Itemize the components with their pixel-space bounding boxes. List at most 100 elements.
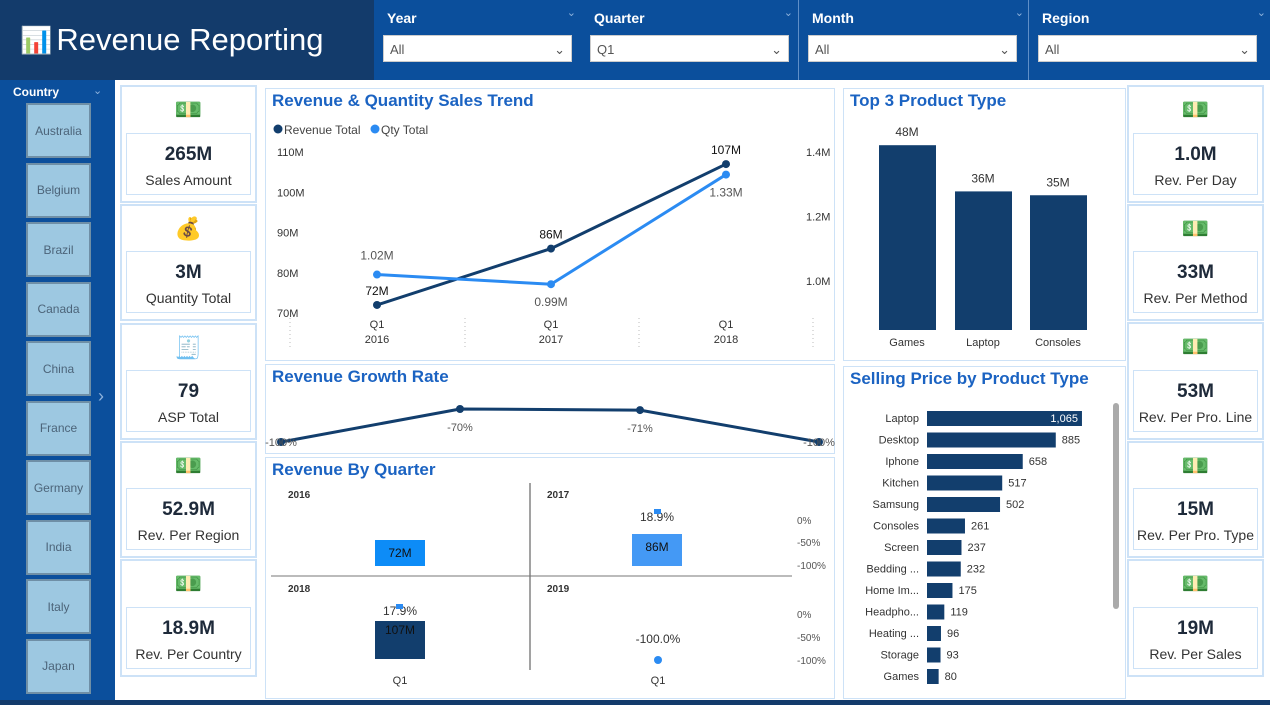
chevron-down-icon[interactable]: ⌄	[783, 7, 793, 19]
kpi-value: 15M	[1177, 499, 1214, 520]
country-tile[interactable]: China	[26, 341, 91, 396]
slicer-year: Year ⌄ All ⌄	[374, 0, 580, 80]
kpi-caption: Rev. Per Method	[1143, 290, 1248, 306]
selling-price-chart: Selling Price by Product Type	[843, 366, 1126, 699]
kpi-box: 19M Rev. Per Sales	[1133, 607, 1258, 669]
kpi-caption: Rev. Per Pro. Type	[1137, 527, 1254, 543]
report-header: 📊 Revenue Reporting	[0, 0, 374, 80]
revenue-growth-chart: Revenue Growth Rate	[265, 364, 835, 454]
kpi-value: 79	[177, 381, 200, 402]
chart-title: Revenue & Quantity Sales Trend	[272, 91, 534, 110]
country-tile[interactable]: Canada	[26, 281, 91, 337]
revenue-by-quarter-chart: Revenue By Quarter	[265, 457, 835, 699]
country-label: Country	[13, 85, 59, 99]
kpi-box: 15M Rev. Per Pro. Type	[1133, 488, 1258, 550]
slicer-label: Year	[387, 10, 417, 26]
slicer-month: Month ⌄ All ⌄	[799, 0, 1028, 80]
kpi-card: 💵 265M Sales Amount	[120, 85, 257, 203]
kpi-value: 53M	[1177, 381, 1214, 402]
kpi-value: 33M	[1177, 262, 1214, 283]
dropdown-value: All	[390, 42, 405, 57]
kpi-card: 💰 3M Quantity Total	[120, 204, 257, 321]
kpi-caption: Rev. Per Sales	[1149, 646, 1242, 662]
chevron-down-icon: ⌄	[999, 42, 1010, 57]
chevron-down-icon: ⌄	[1239, 42, 1250, 57]
slicer-bar: Year ⌄ All ⌄ Quarter ⌄ Q1 ⌄ Month ⌄ All ⌄ Regi…	[374, 0, 1270, 80]
kpi-box: 79 ASP Total	[126, 370, 251, 432]
kpi-caption: Rev. Per Country	[135, 646, 242, 662]
chevron-down-icon: ⌄	[554, 42, 565, 57]
analytics-report-icon: 📊	[20, 24, 53, 55]
year-dropdown[interactable]: All ⌄	[383, 35, 572, 62]
top3-product-chart: Top 3 Product Type	[843, 88, 1126, 361]
country-tile[interactable]: Japan	[26, 638, 91, 694]
chart-title: Selling Price by Product Type	[850, 369, 1089, 388]
money-icon: 💵	[1181, 453, 1210, 478]
quarter-dropdown[interactable]: Q1 ⌄	[590, 35, 789, 62]
kpi-box: 265M Sales Amount	[126, 133, 251, 195]
slicer-region: Region ⌄ All ⌄	[1029, 0, 1270, 80]
dropdown-value: All	[815, 42, 830, 57]
kpi-card: 💵 52.9M Rev. Per Region	[120, 441, 257, 558]
dropdown-value: Q1	[597, 42, 615, 57]
slicer-label: Quarter	[594, 10, 645, 26]
kpi-value: 265M	[164, 144, 213, 165]
money-icon: 💵	[1181, 97, 1210, 122]
country-tile[interactable]: Australia	[26, 103, 91, 158]
money-icon: 💵	[1181, 571, 1210, 596]
kpi-box: 3M Quantity Total	[126, 251, 251, 313]
chevron-right-icon[interactable]: ›	[98, 386, 104, 406]
kpi-caption: Rev. Per Day	[1154, 172, 1237, 188]
kpi-box: 52.9M Rev. Per Region	[126, 488, 251, 550]
divider	[798, 0, 799, 80]
kpi-card: 💵 1.0M Rev. Per Day	[1127, 85, 1264, 203]
kpi-card: 💵 18.9M Rev. Per Country	[120, 559, 257, 677]
money-icon: 💵	[174, 453, 203, 478]
kpi-caption: Quantity Total	[145, 290, 232, 306]
country-tile[interactable]: France	[26, 400, 91, 456]
kpi-box: 1.0M Rev. Per Day	[1133, 133, 1258, 195]
chevron-down-icon[interactable]: ⌄	[93, 85, 103, 97]
footer-bar	[0, 700, 1270, 705]
chart-title: Revenue Growth Rate	[272, 367, 449, 386]
kpi-card: 💵 53M Rev. Per Pro. Line	[1127, 322, 1264, 440]
slicer-label: Region	[1042, 10, 1090, 26]
divider	[1028, 0, 1029, 80]
chevron-down-icon[interactable]: ⌄	[566, 7, 576, 19]
kpi-card: 🧾 79 ASP Total	[120, 323, 257, 440]
kpi-value: 3M	[175, 262, 202, 283]
money-bag-icon: 💰	[174, 216, 203, 241]
kpi-value: 19M	[1177, 618, 1214, 639]
country-tile[interactable]: India	[26, 519, 91, 575]
kpi-caption: Rev. Per Region	[137, 527, 240, 543]
country-tile[interactable]: Italy	[26, 579, 91, 634]
revenue-qty-trend-chart: Revenue & Quantity Sales Trend	[265, 88, 835, 361]
country-tile[interactable]: Germany	[26, 460, 91, 515]
country-tile[interactable]: Belgium	[26, 162, 91, 218]
money-icon: 💵	[1181, 216, 1210, 241]
kpi-card: 💵 33M Rev. Per Method	[1127, 204, 1264, 321]
kpi-caption: Sales Amount	[145, 172, 232, 188]
chevron-down-icon: ⌄	[771, 42, 782, 57]
dropdown-value: All	[1045, 42, 1060, 57]
kpi-caption: Rev. Per Pro. Line	[1138, 409, 1253, 425]
scrollbar[interactable]	[1113, 403, 1119, 609]
kpi-card: 💵 19M Rev. Per Sales	[1127, 559, 1264, 677]
month-dropdown[interactable]: All ⌄	[808, 35, 1017, 62]
country-tile[interactable]: Brazil	[26, 222, 91, 277]
kpi-card: 💵 15M Rev. Per Pro. Type	[1127, 441, 1264, 558]
slicer-quarter: Quarter ⌄ Q1 ⌄	[581, 0, 797, 80]
money-icon: 💵	[1181, 334, 1210, 359]
kpi-value: 52.9M	[162, 499, 215, 520]
kpi-caption: ASP Total	[158, 409, 219, 425]
chart-title: Top 3 Product Type	[850, 91, 1007, 110]
chart-title: Revenue By Quarter	[272, 460, 436, 479]
money-icon: 💵	[174, 571, 203, 596]
kpi-box: 18.9M Rev. Per Country	[126, 607, 251, 669]
chevron-down-icon[interactable]: ⌄	[1014, 7, 1024, 19]
region-dropdown[interactable]: All ⌄	[1038, 35, 1257, 62]
chevron-down-icon[interactable]: ⌄	[1256, 7, 1266, 19]
invoice-icon: 🧾	[174, 335, 203, 360]
report-title: Revenue Reporting	[56, 22, 324, 57]
slicer-label: Month	[812, 10, 854, 26]
